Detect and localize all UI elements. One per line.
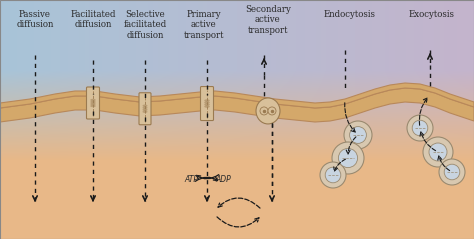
Circle shape [320, 162, 346, 188]
Text: Exocytosis: Exocytosis [409, 10, 455, 19]
Circle shape [350, 127, 366, 143]
Circle shape [407, 115, 433, 141]
Ellipse shape [204, 99, 210, 102]
Ellipse shape [90, 103, 96, 105]
Ellipse shape [143, 109, 147, 111]
FancyBboxPatch shape [201, 87, 213, 120]
Circle shape [338, 148, 357, 168]
Text: Primary
active
transport: Primary active transport [184, 10, 224, 40]
Ellipse shape [204, 101, 210, 104]
Ellipse shape [90, 101, 96, 103]
Circle shape [412, 120, 428, 136]
Circle shape [260, 107, 268, 115]
Ellipse shape [143, 107, 147, 109]
Circle shape [344, 121, 372, 149]
Text: Facilitated
diffusion: Facilitated diffusion [70, 10, 116, 29]
Text: Secondary
active
transport: Secondary active transport [245, 5, 291, 35]
Polygon shape [0, 88, 474, 122]
Ellipse shape [90, 99, 96, 101]
Ellipse shape [204, 105, 210, 108]
Ellipse shape [143, 110, 147, 113]
Circle shape [423, 137, 453, 167]
Circle shape [268, 107, 276, 115]
Ellipse shape [256, 98, 280, 124]
Text: ADP: ADP [215, 175, 231, 185]
Text: Endocytosis: Endocytosis [324, 10, 376, 19]
Circle shape [325, 167, 341, 183]
Ellipse shape [204, 103, 210, 106]
Circle shape [439, 159, 465, 185]
Circle shape [429, 143, 447, 161]
Circle shape [332, 142, 364, 174]
Text: Selective
facilitated
diffusion: Selective facilitated diffusion [123, 10, 167, 40]
FancyBboxPatch shape [86, 87, 100, 119]
Text: ATP: ATP [184, 175, 198, 185]
Text: Passive
diffusion: Passive diffusion [16, 10, 54, 29]
Ellipse shape [90, 105, 96, 107]
Circle shape [444, 164, 460, 180]
FancyBboxPatch shape [139, 93, 151, 125]
Ellipse shape [143, 104, 147, 107]
Polygon shape [0, 83, 474, 108]
